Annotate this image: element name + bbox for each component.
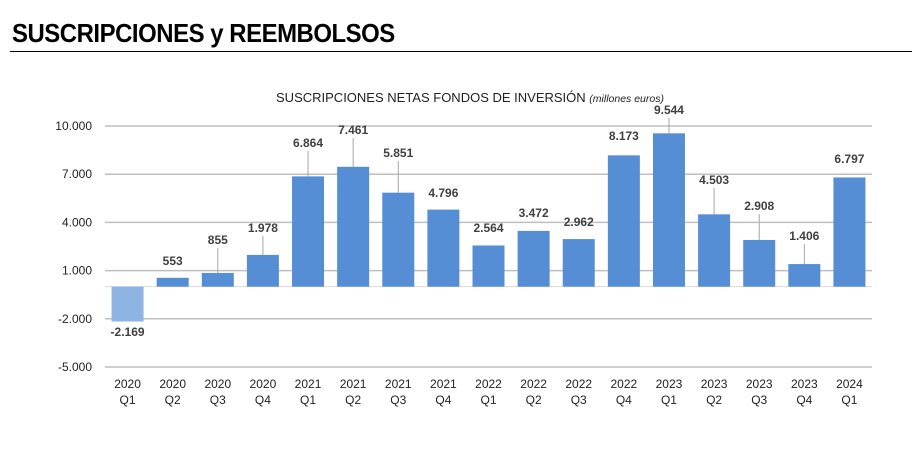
data-label: -2.169 <box>111 325 145 339</box>
data-label: 3.472 <box>519 206 549 220</box>
bar <box>156 277 189 287</box>
x-tick-label-year: 2020 <box>250 377 277 391</box>
x-tick-label-year: 2022 <box>565 377 592 391</box>
data-label: 5.851 <box>383 146 413 160</box>
y-tick-label: 1.000 <box>62 264 92 278</box>
x-tick-label-year: 2021 <box>385 377 412 391</box>
data-label: 4.503 <box>699 173 729 187</box>
x-tick-label-year: 2021 <box>340 377 367 391</box>
x-tick-label-year: 2023 <box>701 377 728 391</box>
data-label: 6.797 <box>834 152 864 166</box>
title-divider <box>10 51 912 52</box>
x-tick-label-year: 2020 <box>114 377 141 391</box>
x-tick-label-year: 2023 <box>656 377 683 391</box>
bar <box>788 264 821 287</box>
bar <box>201 272 234 287</box>
x-tick-label-quarter: Q1 <box>661 393 677 407</box>
x-tick-label-year: 2021 <box>430 377 457 391</box>
bar <box>607 155 640 287</box>
data-label: 4.796 <box>428 186 458 200</box>
data-label: 6.864 <box>293 136 323 150</box>
x-tick-label-quarter: Q2 <box>165 393 181 407</box>
x-tick-label-quarter: Q2 <box>526 393 542 407</box>
bar <box>292 176 325 287</box>
x-tick-label-year: 2023 <box>746 377 773 391</box>
bar <box>517 230 550 287</box>
bar <box>427 209 460 287</box>
x-tick-label-quarter: Q1 <box>120 393 136 407</box>
x-tick-label-quarter: Q3 <box>571 393 587 407</box>
page-title: SUSCRIPCIONES y REEMBOLSOS <box>12 18 395 48</box>
data-label: 553 <box>163 254 183 268</box>
x-tick-label-year: 2022 <box>520 377 547 391</box>
data-label: 7.461 <box>338 123 368 137</box>
bar <box>562 239 595 287</box>
x-tick-label-quarter: Q4 <box>796 393 812 407</box>
x-tick-label-year: 2021 <box>295 377 322 391</box>
bar <box>382 192 415 287</box>
x-tick-label-quarter: Q4 <box>616 393 632 407</box>
x-tick-label-quarter: Q1 <box>480 393 496 407</box>
x-tick-label-quarter: Q2 <box>345 393 361 407</box>
y-tick-label: 4.000 <box>62 215 92 229</box>
x-tick-label-quarter: Q3 <box>210 393 226 407</box>
bar <box>652 133 685 287</box>
data-label: 1.978 <box>248 221 278 235</box>
x-tick-label-quarter: Q2 <box>706 393 722 407</box>
x-tick-label-year: 2022 <box>611 377 638 391</box>
x-tick-label-year: 2023 <box>791 377 818 391</box>
bar <box>472 245 505 287</box>
data-label: 9.544 <box>654 103 684 117</box>
data-label: 855 <box>208 233 228 247</box>
y-tick-label: -2.000 <box>58 312 92 326</box>
x-tick-label-quarter: Q4 <box>255 393 271 407</box>
y-tick-label: 7.000 <box>62 167 92 181</box>
x-tick-label-quarter: Q1 <box>841 393 857 407</box>
x-tick-label-year: 2024 <box>836 377 863 391</box>
data-label: 2.564 <box>473 221 503 235</box>
x-tick-label-year: 2020 <box>204 377 231 391</box>
y-tick-label: -5.000 <box>58 360 92 374</box>
x-tick-label-quarter: Q3 <box>751 393 767 407</box>
x-tick-label-quarter: Q1 <box>300 393 316 407</box>
data-label: 1.406 <box>789 229 819 243</box>
bar <box>698 214 731 287</box>
bar <box>337 166 370 287</box>
bar <box>833 177 866 287</box>
bar <box>246 254 279 287</box>
bar <box>743 239 776 287</box>
chart-title: SUSCRIPCIONES NETAS FONDOS DE INVERSIÓN … <box>276 90 664 105</box>
x-tick-label-year: 2022 <box>475 377 502 391</box>
data-label: 2.962 <box>564 215 594 229</box>
x-tick-label-quarter: Q3 <box>390 393 406 407</box>
y-tick-label: 10.000 <box>55 119 92 133</box>
data-label: 2.908 <box>744 199 774 213</box>
x-tick-label-quarter: Q4 <box>435 393 451 407</box>
bar <box>111 286 144 322</box>
data-label: 8.173 <box>609 129 639 143</box>
x-tick-label-year: 2020 <box>159 377 186 391</box>
